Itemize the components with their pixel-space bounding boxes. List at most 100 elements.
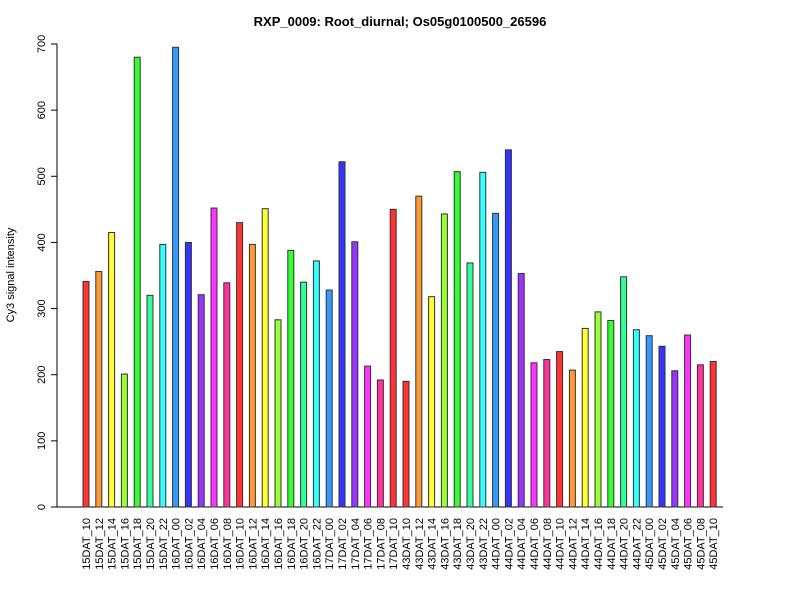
x-tick-label: 16DAT_04 [196, 518, 208, 570]
x-tick-label: 17DAT_02 [337, 518, 349, 570]
bar-44DAT_04 [517, 273, 525, 508]
bar-45DAT_04 [671, 370, 679, 508]
x-tick-label: 43DAT_20 [465, 518, 477, 570]
x-tick-label: 44DAT_10 [555, 518, 567, 570]
bar-17DAT_04 [351, 241, 359, 508]
x-tick-label: 45DAT_06 [683, 518, 695, 570]
x-tick-label: 17DAT_04 [350, 518, 362, 570]
x-tick-label: 44DAT_02 [503, 518, 515, 570]
bar-44DAT_22 [632, 329, 640, 508]
bar-45DAT_10 [709, 360, 717, 508]
bar-17DAT_10 [389, 208, 397, 508]
bar-43DAT_14 [428, 296, 436, 508]
y-tick-label: 300 [36, 299, 48, 317]
bar-45DAT_00 [645, 335, 653, 508]
bar-44DAT_12 [568, 369, 576, 508]
bar-45DAT_08 [696, 364, 704, 508]
x-tick-label: 15DAT_14 [107, 518, 119, 570]
bar-16DAT_20 [300, 281, 308, 508]
bar-44DAT_08 [543, 359, 551, 508]
bar-16DAT_10 [236, 222, 244, 508]
x-tick-label: 15DAT_16 [119, 518, 131, 570]
x-tick-label: 16DAT_00 [171, 518, 183, 570]
bar-15DAT_16 [120, 373, 128, 508]
x-tick-label: 16DAT_12 [247, 518, 259, 570]
bar-43DAT_12 [415, 195, 423, 508]
x-tick-label: 16DAT_14 [260, 518, 272, 570]
bar-16DAT_00 [172, 46, 180, 508]
chart-title: RXP_0009: Root_diurnal; Os05g0100500_265… [254, 14, 547, 29]
bar-44DAT_10 [556, 351, 564, 508]
x-tick-label: 43DAT_10 [401, 518, 413, 570]
x-tick-label: 15DAT_22 [158, 518, 170, 570]
x-tick-label: 44DAT_12 [567, 518, 579, 570]
bar-43DAT_16 [440, 213, 448, 508]
x-tick-label: 43DAT_22 [478, 518, 490, 570]
x-tick-label: 43DAT_14 [427, 518, 439, 570]
x-tick-label: 44DAT_08 [542, 518, 554, 570]
x-tick-label: 44DAT_18 [606, 518, 618, 570]
x-tick-label: 17DAT_00 [324, 518, 336, 570]
bar-15DAT_12 [95, 271, 103, 508]
x-tick-label: 44DAT_22 [631, 518, 643, 570]
bar-16DAT_22 [312, 260, 320, 508]
x-tick-label: 44DAT_20 [619, 518, 631, 570]
bar-17DAT_02 [338, 161, 346, 508]
bar-16DAT_02 [184, 241, 192, 508]
x-tick-label: 15DAT_18 [132, 518, 144, 570]
bar-45DAT_06 [684, 334, 692, 508]
bar-44DAT_02 [504, 149, 512, 508]
bar-17DAT_06 [364, 365, 372, 508]
y-tick-label: 0 [36, 504, 48, 510]
bar-16DAT_12 [248, 243, 256, 508]
bars [57, 46, 723, 508]
y-tick-label: 100 [36, 432, 48, 450]
bar-44DAT_06 [530, 362, 538, 508]
bar-15DAT_22 [159, 243, 167, 508]
x-tick-label: 45DAT_00 [644, 518, 656, 570]
x-tick-label: 16DAT_20 [299, 518, 311, 570]
x-tick-label: 44DAT_06 [529, 518, 541, 570]
x-tick-labels: 15DAT_10 15DAT_12 15DAT_14 15DAT_16 15DAT_18… [81, 518, 720, 570]
bar-16DAT_06 [210, 207, 218, 508]
bar-16DAT_14 [261, 208, 269, 508]
x-tick-label: 16DAT_16 [273, 518, 285, 570]
bar-16DAT_18 [287, 249, 295, 508]
x-tick-label: 44DAT_16 [593, 518, 605, 570]
x-tick-label: 44DAT_00 [491, 518, 503, 570]
x-tick-label: 17DAT_06 [363, 518, 375, 570]
bar-43DAT_10 [402, 380, 410, 508]
bar-17DAT_00 [325, 289, 333, 508]
bar-44DAT_16 [594, 311, 602, 508]
x-tick-label: 43DAT_18 [452, 518, 464, 570]
x-tick-label: 15DAT_20 [145, 518, 157, 570]
bar-43DAT_18 [453, 171, 461, 508]
bar-45DAT_02 [658, 345, 666, 508]
x-tick-label: 43DAT_12 [414, 518, 426, 570]
bar-15DAT_20 [146, 294, 154, 508]
x-tick-label: 45DAT_10 [708, 518, 720, 570]
y-tick-label: 500 [36, 167, 48, 185]
bar-16DAT_16 [274, 319, 282, 508]
x-tick-label: 16DAT_10 [235, 518, 247, 570]
bar-15DAT_10 [82, 280, 90, 508]
bar-44DAT_20 [620, 276, 628, 508]
bar-17DAT_08 [376, 379, 384, 508]
bar-16DAT_04 [197, 294, 205, 508]
x-tick-label: 16DAT_02 [183, 518, 195, 570]
x-tick-label: 17DAT_08 [375, 518, 387, 570]
y-tick-label: 700 [36, 35, 48, 53]
bar-44DAT_00 [492, 212, 500, 508]
x-tick-label: 45DAT_04 [670, 518, 682, 570]
x-tick-label: 45DAT_08 [695, 518, 707, 570]
x-tick-label: 16DAT_18 [286, 518, 298, 570]
y-axis: 0 100 200 300 400 500 600 700 [36, 35, 58, 510]
bar-44DAT_14 [581, 327, 589, 508]
bar-15DAT_14 [108, 232, 116, 508]
bar-43DAT_22 [479, 171, 487, 508]
bar-43DAT_20 [466, 262, 474, 508]
x-tick-label: 43DAT_16 [439, 518, 451, 570]
x-tick-label: 17DAT_10 [388, 518, 400, 570]
x-tick-label: 16DAT_06 [209, 518, 221, 570]
